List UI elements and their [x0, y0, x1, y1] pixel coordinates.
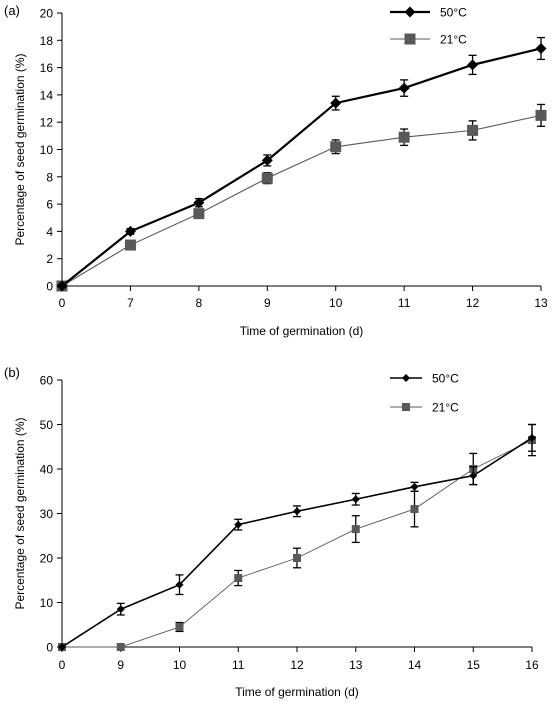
data-point [116, 643, 125, 651]
data-point [124, 239, 136, 251]
series-0 [58, 423, 536, 651]
x-tick-label: 9 [117, 658, 124, 672]
data-point [398, 131, 410, 143]
y-tick-label: 20 [40, 7, 54, 21]
x-tick-label: 9 [264, 296, 271, 310]
data-point [234, 520, 243, 529]
series-1 [58, 423, 536, 651]
data-point [469, 471, 478, 480]
legend-label: 50°C [432, 372, 459, 386]
y-tick-label: 10 [40, 143, 54, 157]
series-line [62, 439, 533, 648]
y-tick-label: 50 [40, 418, 54, 432]
legend-entry-1: 21°C [390, 33, 467, 47]
x-tick-label: 15 [467, 658, 481, 672]
legend-label: 50°C [440, 6, 467, 20]
y-tick-label: 6 [46, 198, 53, 212]
series-line [61, 437, 533, 648]
data-point [58, 643, 66, 651]
x-tick-label: 14 [408, 658, 422, 672]
data-point [398, 82, 410, 94]
series-0 [56, 36, 547, 292]
data-point [175, 622, 184, 631]
y-tick-label: 0 [46, 280, 53, 294]
x-axis-title: Time of germination (d) [240, 324, 364, 338]
data-point [293, 554, 301, 562]
legend-marker [402, 403, 410, 411]
data-point [351, 525, 360, 534]
data-point [467, 59, 479, 71]
y-tick-label: 10 [40, 596, 54, 610]
data-point [467, 124, 479, 136]
y-tick-label: 12 [40, 116, 54, 130]
x-tick-label: 16 [525, 658, 539, 672]
data-point [535, 109, 547, 121]
legend-marker [404, 33, 416, 45]
data-point [410, 482, 419, 491]
legend-entry-0: 50°C [390, 372, 459, 386]
x-tick-label: 7 [127, 296, 134, 310]
y-tick-label: 30 [40, 507, 54, 521]
data-point [175, 580, 184, 589]
y-axis-title: Percentage of seed germination (%) [13, 417, 27, 609]
data-point [330, 97, 342, 109]
data-point [56, 280, 68, 292]
x-tick-label: 13 [534, 296, 548, 310]
x-axis-title: Time of germination (d) [235, 685, 359, 699]
data-point [535, 42, 547, 54]
chart-0: (a) 0 2 4 6 8 10 12 14 16 18 20 0 7 8 9 10 11 12 13 Time of … [4, 3, 548, 338]
data-point [528, 433, 536, 442]
data-point [330, 141, 342, 153]
y-tick-label: 18 [40, 34, 54, 48]
series-line [61, 47, 542, 287]
legend-label: 21°C [440, 33, 467, 47]
panel-label: (a) [4, 3, 20, 18]
data-point [261, 172, 273, 184]
data-point [234, 574, 243, 583]
legend-marker [402, 374, 410, 382]
y-tick-label: 2 [46, 252, 53, 266]
legend-marker [404, 6, 416, 18]
x-tick-label: 12 [290, 658, 304, 672]
legend-entry-0: 50°C [390, 6, 467, 20]
y-tick-label: 16 [40, 61, 54, 75]
data-point [351, 495, 360, 504]
y-tick-label: 4 [46, 225, 53, 239]
y-tick-label: 14 [40, 88, 54, 102]
data-point [124, 225, 136, 237]
x-tick-label: 0 [59, 658, 66, 672]
x-tick-label: 13 [349, 658, 363, 672]
y-axis-title: Percentage of seed germination (%) [13, 53, 27, 245]
data-point [193, 208, 205, 220]
data-point [193, 197, 205, 209]
x-tick-label: 11 [232, 658, 245, 672]
data-point [261, 154, 273, 166]
series-line [61, 114, 542, 287]
y-tick-label: 20 [40, 552, 54, 566]
legend-label: 21°C [432, 401, 459, 415]
data-point [116, 605, 125, 614]
x-tick-label: 8 [196, 296, 203, 310]
legend-entry-1: 21°C [390, 401, 459, 415]
y-tick-label: 60 [40, 374, 54, 388]
data-point [410, 505, 419, 514]
x-tick-label: 11 [398, 296, 411, 310]
y-tick-label: 40 [40, 463, 54, 477]
data-point [293, 507, 301, 516]
x-tick-label: 12 [466, 296, 480, 310]
y-tick-label: 8 [46, 170, 53, 184]
x-tick-label: 0 [59, 296, 66, 310]
series-1 [56, 103, 547, 292]
x-tick-label: 10 [173, 658, 187, 672]
x-tick-label: 10 [329, 296, 343, 310]
y-tick-label: 0 [46, 641, 53, 655]
chart-1: (b) 0 10 20 30 40 50 60 0 9 10 11 12 13 14 15 16 Time of … [4, 365, 539, 699]
panel-label: (b) [4, 365, 20, 380]
